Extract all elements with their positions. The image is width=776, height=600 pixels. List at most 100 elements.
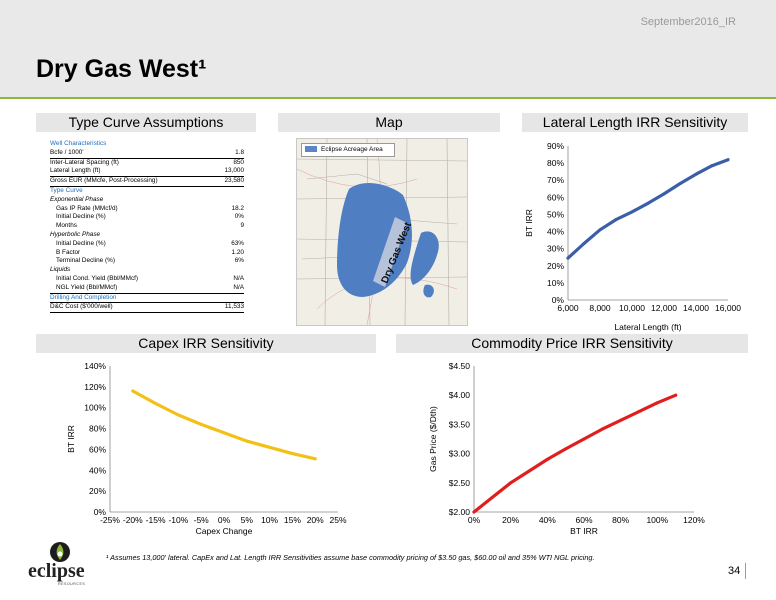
y-tick-label: $3.50: [449, 419, 471, 429]
assumptions-table: Well Characteristics Bcfe / 1000' 1.8 Inter…: [50, 140, 244, 314]
data-point: [154, 402, 158, 406]
data-point: [199, 422, 203, 426]
y-axis-title: BT IRR: [66, 425, 76, 453]
assumption-row: Liquids: [50, 266, 244, 275]
assumption-row: Bcfe / 1000' 1.8: [50, 148, 244, 159]
x-tick-label: 100%: [646, 515, 668, 525]
assumption-label: Lateral Length (ft): [50, 167, 215, 178]
y-tick-label: $2.50: [449, 478, 471, 488]
overlay-band: [373, 217, 407, 287]
data-point: [710, 164, 714, 168]
assumption-label: B Factor: [56, 248, 81, 256]
data-point: [472, 510, 476, 514]
assumption-label: Gas IP Rate (MMcf/d): [56, 204, 118, 212]
x-tick-label: 20%: [502, 515, 519, 525]
assumption-row: Drilling And Completion: [50, 293, 244, 303]
x-tick-label: -20%: [123, 515, 143, 525]
assumption-row: Months 9: [50, 222, 244, 231]
x-tick-label: 120%: [683, 515, 705, 525]
assumption-label: Hyperbolic Phase: [50, 230, 101, 238]
assumption-row: Terminal Decline (%) 6%: [50, 257, 244, 266]
y-axis-title: BT IRR: [524, 209, 534, 237]
x-tick-label: -10%: [168, 515, 188, 525]
logo-subtitle: RESOURCES: [58, 582, 86, 586]
data-point: [646, 201, 650, 205]
assumption-label: D&C Cost ($'000/well): [50, 302, 215, 314]
x-tick-label: 12,000: [651, 303, 677, 313]
assumption-value: 6%: [234, 257, 244, 265]
acreage-east: [410, 231, 439, 285]
data-point: [131, 389, 135, 393]
x-axis-title: Lateral Length (ft): [614, 322, 681, 332]
data-point: [614, 218, 618, 222]
x-axis-title: Capex Change: [196, 526, 253, 536]
section-type-curve: Type Curve Assumptions: [36, 113, 256, 132]
data-point: [694, 172, 698, 176]
data-point: [176, 413, 180, 417]
x-tick-label: 16,000: [715, 303, 741, 313]
y-tick-label: 80%: [547, 158, 564, 168]
series-line: [472, 393, 678, 514]
page-number: 34: [728, 565, 741, 577]
assumption-value: 1.20: [231, 248, 244, 256]
assumption-row: B Factor 1.20: [50, 249, 244, 258]
section-map: Map: [278, 113, 500, 132]
assumption-row: Exponential Phase: [50, 196, 244, 205]
assumption-label: Inter-Lateral Spacing (ft): [50, 158, 119, 166]
y-tick-label: 10%: [547, 278, 564, 288]
lateral-chart: 0% 10% 20% 30% 40% 50% 60% 70% 80% 90% 6,000 8,000 1…: [524, 141, 741, 332]
assumption-label: Drilling And Completion: [50, 293, 117, 301]
data-point: [726, 158, 730, 162]
data-point: [637, 410, 641, 414]
assumption-label: Gross EUR (MMcfe, Post-Processing): [50, 177, 158, 185]
acreage-small: [423, 284, 434, 298]
data-point: [600, 427, 604, 431]
page-title: Dry Gas West¹: [36, 55, 207, 83]
data-point: [598, 228, 602, 232]
assumption-value: N/A: [214, 283, 244, 294]
assumption-label: Well Characteristics: [50, 140, 107, 147]
data-point: [290, 452, 294, 456]
y-tick-label: 0%: [94, 507, 107, 517]
y-tick-label: 120%: [84, 382, 106, 392]
page-number-rule: [745, 563, 746, 579]
data-point: [490, 495, 494, 499]
data-point: [564, 447, 568, 451]
assumption-label: Months: [56, 222, 77, 230]
y-tick-label: 100%: [84, 403, 106, 413]
assumption-value: 18.2: [231, 204, 244, 212]
assumption-value: 13,000: [214, 167, 244, 178]
date-label: September2016_IR: [640, 16, 736, 28]
data-point: [582, 437, 586, 441]
acreage-main: [337, 182, 412, 297]
assumption-value: 23,580: [224, 177, 244, 185]
assumption-value: 0%: [234, 213, 244, 221]
x-tick-label: 14,000: [683, 303, 709, 313]
y-tick-label: $3.00: [449, 449, 471, 459]
assumption-row: Hyperbolic Phase: [50, 231, 244, 240]
assumption-row: Initial Decline (%) 0%: [50, 213, 244, 222]
y-tick-label: 20%: [547, 261, 564, 271]
data-point: [313, 457, 317, 461]
x-tick-label: -25%: [100, 515, 120, 525]
x-tick-label: 10,000: [619, 303, 645, 313]
assumption-value: 63%: [231, 239, 244, 247]
assumption-label: Bcfe / 1000': [50, 148, 215, 159]
y-tick-label: $2.00: [449, 507, 471, 517]
header-rule: [0, 97, 776, 99]
assumption-row: Lateral Length (ft) 13,000: [50, 167, 244, 178]
assumption-value: 9: [240, 222, 244, 230]
y-tick-label: 20%: [89, 486, 106, 496]
y-tick-label: 90%: [547, 141, 564, 151]
assumption-value: [214, 231, 244, 240]
x-tick-label: 6,000: [557, 303, 579, 313]
data-point: [662, 192, 666, 196]
assumption-value: [214, 196, 244, 205]
data-point: [566, 256, 570, 260]
capex-chart: 0% 20% 40% 60% 80% 100% 120% 140% -25% -20% -15% -1…: [66, 361, 347, 536]
x-tick-label: 10%: [261, 515, 278, 525]
y-tick-label: $4.50: [449, 361, 471, 371]
assumption-value: [214, 140, 244, 149]
assumption-row: NGL Yield (Bbl/MMcf) N/A: [50, 283, 244, 294]
map-panel: Dry Gas West: [296, 138, 468, 326]
